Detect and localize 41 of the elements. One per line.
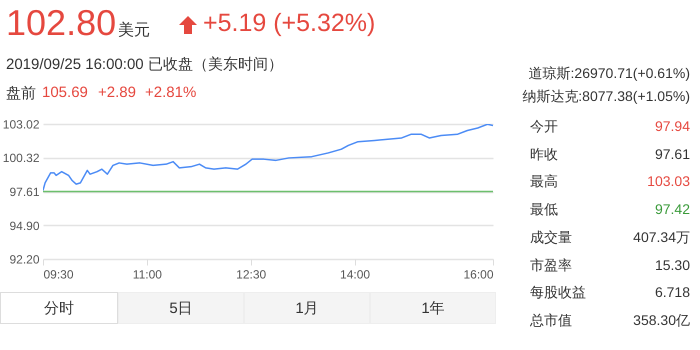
line-series — [43, 124, 493, 192]
y-tick-label: 103.02 — [2, 118, 40, 132]
x-tick-label: 16:00 — [463, 268, 494, 282]
text: 成交量 — [530, 228, 572, 247]
text: 407.34万 — [633, 228, 690, 247]
text: 道琼斯:26970.71(+0.61%) — [528, 65, 690, 83]
text: +5.19 (+5.32%) — [203, 9, 376, 38]
text: 分时 — [0, 292, 118, 324]
text: 6.718 — [654, 284, 690, 300]
text: 358.30亿 — [633, 312, 690, 330]
text: 97.94 — [654, 118, 690, 134]
x-tick-label: 09:30 — [44, 268, 74, 282]
text: 纳斯达克:8077.38(+1.05%) — [522, 88, 690, 106]
text: 昨收 — [530, 146, 558, 164]
text: 1年 — [370, 292, 496, 324]
x-tick-label: 14:00 — [340, 268, 370, 282]
text: 97.42 — [654, 201, 690, 218]
text: 15.30 — [654, 256, 690, 272]
y-tick-label: 94.90 — [9, 218, 40, 233]
chart-title: 102.80 — [6, 2, 116, 44]
chart-subtitle: 2019/09/25 16:00:00 已收盘（美东时间） — [6, 55, 283, 74]
text: +2.89 — [98, 84, 136, 101]
text: 美元 — [118, 20, 150, 41]
text: 今开 — [530, 118, 558, 136]
x-tick-label: 12:30 — [236, 268, 267, 282]
x-tick-label: 11:00 — [132, 268, 162, 282]
text: 1月 — [244, 292, 370, 324]
text: 盘前 — [6, 84, 36, 103]
text: 最高 — [530, 173, 558, 192]
y-tick-label: 92.20 — [9, 252, 40, 266]
text: 97.61 — [654, 146, 690, 162]
text: 最低 — [530, 201, 558, 220]
text: 103.03 — [647, 173, 690, 190]
y-tick-label: 97.61 — [9, 185, 40, 199]
text: 每股收益 — [530, 284, 586, 302]
y-tick-label: 100.32 — [2, 151, 40, 166]
text: 105.69 — [42, 84, 88, 101]
text: 市盈率 — [530, 256, 572, 274]
text: +2.81% — [145, 84, 196, 101]
text: 5日 — [118, 292, 244, 324]
text: 总市值 — [530, 312, 572, 330]
